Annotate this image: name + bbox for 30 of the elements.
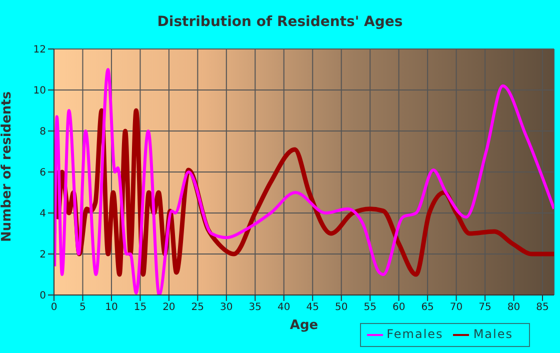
- legend-label: Females: [386, 327, 444, 341]
- x-tick-label: 65: [421, 302, 434, 314]
- y-tick-label: 12: [33, 44, 46, 56]
- y-axis-title: Number of residents: [0, 91, 15, 242]
- chart-title: Distribution of Residents' Ages: [156, 14, 404, 30]
- legend-label: Males: [473, 327, 513, 341]
- x-tick-label: 30: [220, 302, 233, 314]
- x-tick-label: 10: [105, 302, 118, 314]
- x-tick-label: 60: [392, 302, 406, 314]
- x-tick-label: 80: [507, 302, 520, 314]
- y-tick-label: 0: [40, 290, 46, 302]
- x-tick-label: 15: [134, 302, 147, 314]
- y-tick-label: 10: [33, 86, 46, 97]
- x-tick-label: 55: [364, 302, 376, 314]
- y-tick-label: 4: [40, 208, 46, 220]
- x-tick-label: 70: [450, 302, 463, 314]
- y-tick-label: 6: [40, 168, 46, 179]
- y-tick-label: 2: [40, 250, 46, 261]
- x-tick-label: 75: [478, 302, 492, 314]
- y-tick-label: 8: [40, 126, 46, 138]
- x-tick-label: 40: [278, 302, 290, 314]
- x-tick-label: 45: [306, 302, 319, 314]
- x-tick-label: 20: [162, 302, 176, 314]
- x-axis-title: Age: [290, 318, 318, 333]
- x-tick-label: 5: [80, 302, 86, 314]
- x-tick-label: 0: [50, 302, 58, 314]
- x-tick-label: 25: [191, 302, 204, 314]
- x-tick-label: 85: [536, 302, 549, 314]
- x-tick-label: 35: [248, 302, 262, 314]
- x-tick-label: 50: [334, 302, 348, 314]
